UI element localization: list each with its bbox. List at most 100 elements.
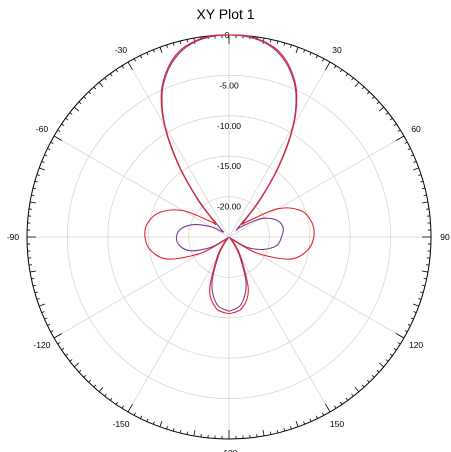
angle-tick [69,359,73,362]
angle-tick [404,330,408,333]
angle-tick [295,421,299,427]
angle-tick [61,347,65,351]
grid-ring [107,115,351,359]
angle-tick [421,270,429,273]
angle-tick [74,106,80,112]
angle-label: 90 [440,232,450,242]
angle-tick [371,374,375,378]
angle-tick [41,311,45,314]
angle-tick [334,65,337,69]
angle-tick [98,82,104,88]
angle-label: 150 [330,419,344,429]
angle-tick [115,69,119,73]
angle-label: -180 [220,448,237,452]
angle-tick [315,55,318,59]
angle-tick [283,428,286,432]
grid-spoke [127,236,230,413]
angle-tick [413,311,417,314]
angle-tick [334,405,337,409]
angle-tick [420,291,424,294]
angle-tick [354,82,360,88]
angle-tick [172,42,175,46]
angle-tick [262,429,265,437]
angle-tick [179,429,182,434]
angle-tick [83,96,87,100]
angle-tick [88,91,92,95]
angle-tick [127,61,133,71]
angle-tick [93,86,97,90]
angle-tick [413,303,419,307]
angle-tick [303,421,306,425]
angle-tick [29,201,37,204]
angle-tick [361,86,365,90]
angle-tick [104,393,107,397]
angle-tick [423,194,427,197]
angle-tick [325,61,331,71]
angle-tick [50,141,54,144]
angle-tick [345,397,349,401]
angle-tick [152,421,155,425]
angle-tick [325,403,331,413]
angle-label: 30 [332,45,342,55]
angle-tick [385,112,389,115]
angle-label: -90 [7,232,20,242]
angle-tick [41,160,45,163]
angle-tick [339,69,343,73]
grid-ring [147,155,311,319]
angle-tick [361,384,365,388]
angle-tick [303,49,306,53]
angle-tick [322,412,325,416]
angle-tick [186,39,189,43]
angle-tick [172,428,175,432]
angle-tick [366,91,370,95]
grid-spoke [228,236,331,413]
angle-tick [133,58,136,62]
angle-tick [410,317,414,320]
angle-tick [34,291,38,294]
angle-tick [65,353,69,357]
angle-tick [397,342,401,345]
angle-tick [36,174,40,176]
angle-tick [53,135,63,141]
angle-tick [36,298,40,300]
angle-tick [283,42,286,46]
angle-tick [290,426,292,430]
angle-tick [140,55,143,59]
angle-tick [53,333,63,339]
angle-label: -60 [36,124,49,134]
angle-tick [115,401,119,405]
angle-tick [109,73,113,77]
angle-tick [39,303,45,307]
angle-tick [423,277,427,280]
angle-tick [371,96,375,100]
angle-tick [421,201,429,204]
angle-tick [57,129,61,132]
angle-tick [418,174,422,176]
angle-tick [269,431,272,435]
angle-tick [315,415,318,419]
angle-tick [393,123,397,127]
angle-tick [186,431,189,435]
angle-tick [44,317,48,320]
angle-tick [376,101,380,105]
angle-tick [290,44,292,48]
angle-tick [121,65,124,69]
angle-label: 60 [411,124,421,134]
angle-tick [61,123,65,127]
angle-tick [421,284,426,287]
angle-tick [397,129,401,132]
angle-tick [389,117,393,121]
angle-tick [47,323,51,326]
angle-tick [32,187,37,190]
angle-tick [74,362,80,368]
angle-tick [413,167,419,171]
grid-ring [66,74,392,400]
angle-tick [366,379,370,383]
ring-label: -20.00 [217,202,241,212]
angle-tick [351,393,354,397]
angle-tick [29,270,37,273]
angle-tick [65,117,69,121]
angle-label: -120 [33,340,50,350]
series-layer [144,34,315,315]
